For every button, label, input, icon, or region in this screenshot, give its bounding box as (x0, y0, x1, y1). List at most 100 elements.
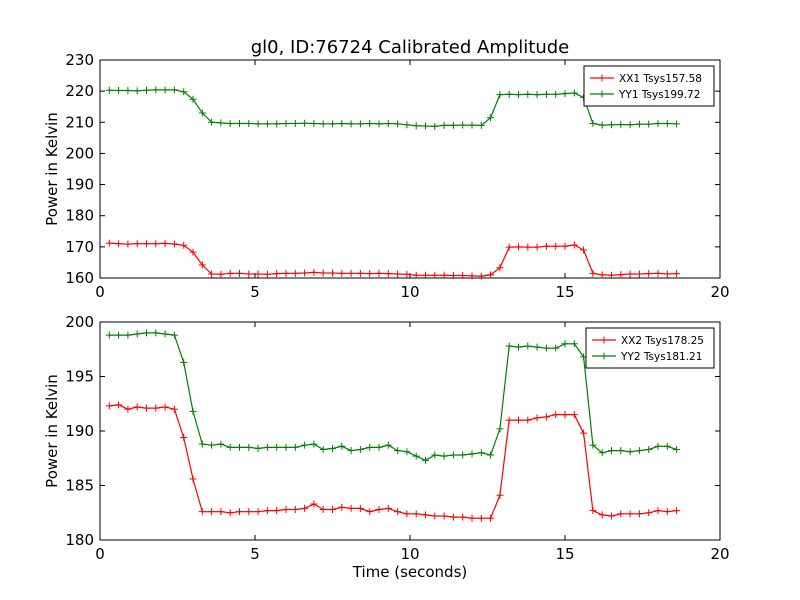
data-point-marker (645, 270, 653, 278)
data-point-marker (282, 443, 290, 451)
data-point-marker (459, 121, 467, 129)
data-point-marker (589, 120, 597, 128)
y-tick-label: 200 (65, 313, 94, 331)
data-point-marker (598, 449, 606, 457)
y-tick-label: 185 (65, 477, 94, 495)
data-point-marker (384, 270, 392, 278)
data-point-marker (133, 240, 141, 248)
data-point-marker (635, 120, 643, 128)
y-tick-label: 190 (65, 422, 94, 440)
data-point-marker (319, 269, 327, 277)
data-point-marker (505, 243, 513, 251)
data-point-marker (487, 514, 495, 522)
data-point-marker (180, 358, 188, 366)
data-point-marker (570, 411, 578, 419)
data-point-marker (319, 505, 327, 513)
data-point-marker (273, 507, 281, 515)
y-tick-label: 230 (65, 51, 94, 69)
data-point-marker (645, 509, 653, 517)
data-point-marker (291, 120, 299, 128)
data-point-marker (366, 270, 374, 278)
y-tick-label: 180 (65, 531, 94, 549)
data-point-marker (236, 269, 243, 277)
data-point-marker (477, 272, 485, 280)
data-point-marker (496, 91, 504, 99)
x-tick-label: 0 (95, 545, 105, 563)
data-point-marker (310, 268, 318, 276)
data-point-marker (515, 416, 522, 424)
data-point-marker (124, 87, 132, 95)
data-point-marker (105, 402, 113, 410)
data-point-marker (505, 342, 513, 350)
data-point-marker (626, 270, 634, 278)
data-point-marker (124, 405, 132, 413)
data-point-marker (273, 120, 281, 128)
data-point-marker (654, 442, 662, 450)
legend: XX2 Tsys178.25 YY2 Tsys181.21 (585, 327, 715, 369)
data-point-marker (366, 120, 374, 128)
data-point-marker (617, 120, 625, 128)
y-axis-label: Power in Kelvin (43, 374, 61, 488)
data-point-marker (626, 510, 634, 518)
data-point-marker (366, 443, 374, 451)
data-point-marker (449, 451, 457, 459)
data-point-marker (515, 343, 522, 351)
x-tick-label: 20 (710, 283, 729, 301)
data-point-marker (338, 269, 346, 277)
data-point-marker (459, 513, 467, 521)
data-point-marker (580, 429, 588, 437)
data-point-marker (273, 443, 281, 451)
data-point-marker (403, 510, 411, 518)
data-point-marker (254, 270, 262, 278)
data-point-marker (143, 240, 150, 248)
x-axis-label: Time (seconds) (352, 563, 468, 581)
data-point-marker (449, 513, 457, 521)
data-point-marker (356, 446, 364, 454)
data-point-marker (319, 446, 327, 454)
data-point-marker (338, 442, 346, 450)
y-tick-label: 195 (65, 368, 94, 386)
y-tick-label: 160 (65, 269, 94, 287)
data-point-marker (161, 86, 169, 94)
data-point-marker (663, 442, 671, 450)
data-point-marker (198, 261, 206, 269)
data-point-marker (412, 271, 420, 279)
data-point-marker (394, 270, 402, 278)
data-point-marker (524, 90, 532, 98)
data-point-marker (133, 403, 141, 411)
data-point-marker (552, 90, 560, 98)
data-point-marker (542, 242, 550, 250)
data-point-marker (143, 329, 150, 337)
data-point-marker (208, 508, 216, 516)
data-point-marker (301, 504, 309, 512)
data-point-marker (133, 87, 141, 95)
data-point-marker (524, 416, 532, 424)
data-point-marker (329, 269, 336, 277)
data-point-marker (608, 512, 615, 520)
data-point-marker (338, 120, 346, 128)
plot-panel-top: 0 5 10 15 20 160 170 180 190 200 210 220 230 Power in… (43, 51, 730, 301)
data-point-marker (115, 331, 123, 339)
data-point-marker (635, 510, 643, 518)
data-point-marker (356, 269, 364, 277)
data-point-marker (152, 86, 160, 94)
data-point-marker (654, 507, 662, 515)
data-point-marker (394, 447, 402, 455)
data-point-marker (403, 121, 411, 129)
data-point-marker (496, 491, 504, 499)
data-point-marker (254, 120, 262, 128)
data-point-marker (598, 271, 606, 279)
data-point-marker (626, 448, 634, 456)
legend-entry-label: XX2 Tsys178.25 (621, 335, 704, 347)
data-point-marker (477, 121, 485, 129)
legend-box (585, 327, 715, 369)
data-point-marker (589, 441, 597, 449)
data-point-marker (589, 507, 597, 515)
data-point-marker (161, 239, 169, 247)
data-point-marker (561, 340, 569, 348)
data-point-marker (468, 450, 476, 458)
y-tick-label: 220 (65, 82, 94, 100)
data-point-marker (226, 120, 234, 128)
data-point-marker (542, 413, 550, 421)
series-line-1 (109, 89, 677, 127)
